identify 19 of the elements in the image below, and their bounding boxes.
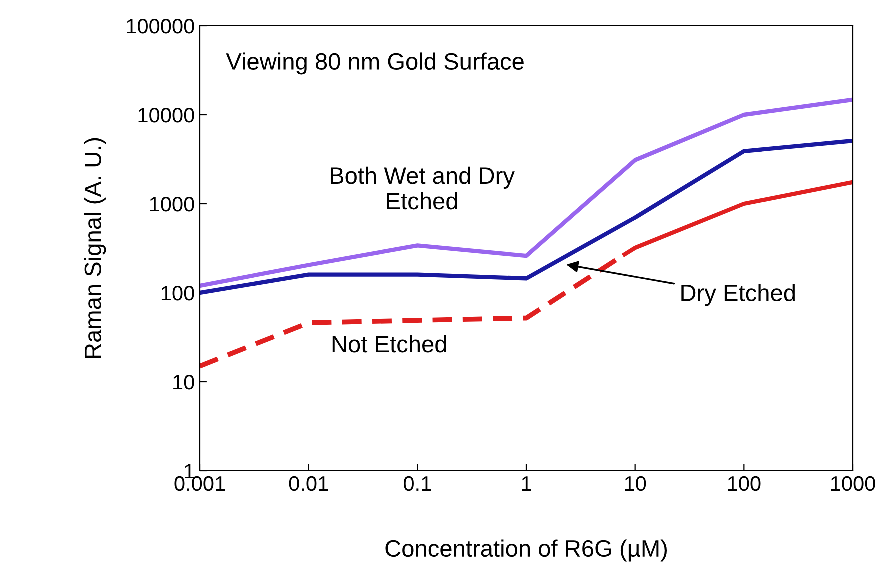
y-tick-label: 100 — [162, 286, 194, 301]
annotation: Both Wet and Dry Etched — [330, 166, 515, 210]
y-tick-label: 10 — [174, 375, 194, 390]
x-axis-title: Concentration of R6G (µM) — [386, 540, 668, 562]
x-tick-label: 0.1 — [404, 476, 432, 492]
y-tick-label: 1000 — [150, 197, 194, 212]
x-tick-label: 1000 — [831, 476, 876, 492]
y-tick-label: 100000 — [127, 19, 194, 34]
text: Viewing 80 nm Gold Surface — [226, 52, 524, 75]
annotation: Not Etched — [332, 335, 446, 353]
x-tick-label: 10 — [625, 476, 646, 492]
y-tick-label: 1 — [185, 464, 194, 479]
x-tick-label: 0.01 — [289, 476, 328, 492]
x-tick-label: 1 — [522, 476, 532, 491]
y-axis-title: Raman Signal (A. U.) — [84, 138, 106, 358]
x-tick-label: 0.001 — [174, 476, 226, 492]
annotation: Dry Etched — [682, 284, 795, 306]
y-tick-label: 10000 — [138, 108, 194, 123]
x-tick-label: 100 — [728, 476, 761, 492]
